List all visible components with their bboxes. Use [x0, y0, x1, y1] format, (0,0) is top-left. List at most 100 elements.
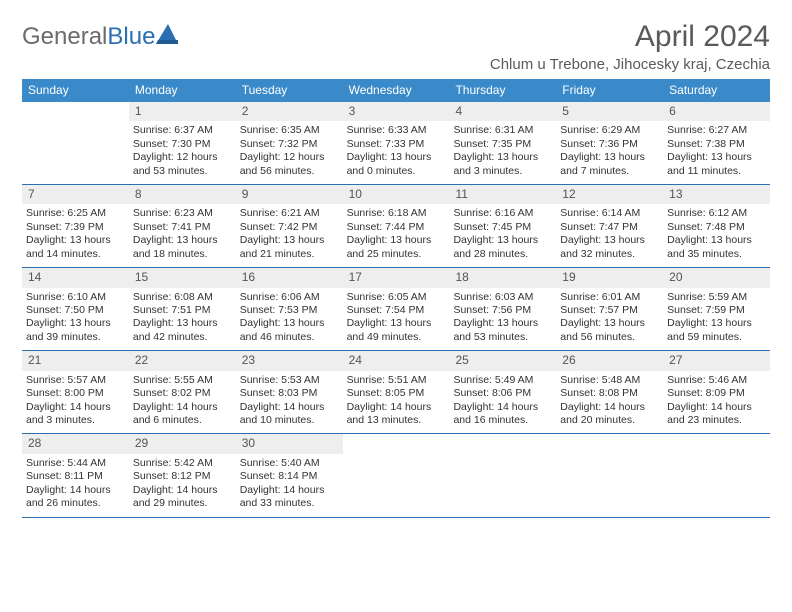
day-number-empty [449, 434, 556, 453]
week-row: 14 Sunrise: 6:10 AMSunset: 7:50 PM Dayligh… [22, 268, 770, 351]
day-number: 20 [663, 268, 770, 287]
daylight-line: Daylight: 13 hours and 14 minutes. [26, 234, 125, 261]
sunrise-line: Sunrise: 5:57 AM [26, 374, 125, 387]
sunset-line: Sunset: 8:00 PM [26, 387, 125, 400]
sunset-line: Sunset: 8:02 PM [133, 387, 232, 400]
day-number: 28 [22, 434, 129, 453]
sunset-line: Sunset: 8:12 PM [133, 470, 232, 483]
week-row: 1Sunrise: 6:37 AMSunset: 7:30 PMDaylight… [22, 102, 770, 185]
logo-text-2: Blue [107, 23, 155, 51]
sunset-line: Sunset: 8:03 PM [240, 387, 339, 400]
day-number: 25 [449, 351, 556, 370]
sunrise-line: Sunrise: 5:42 AM [133, 457, 232, 470]
day-number: 11 [449, 185, 556, 204]
daylight-line: Daylight: 13 hours and 32 minutes. [560, 234, 659, 261]
day-number: 19 [556, 268, 663, 287]
day-number: 9 [236, 185, 343, 204]
dow-label: Tuesday [236, 79, 343, 102]
sunset-line: Sunset: 7:38 PM [667, 138, 766, 151]
sunset-line: Sunset: 8:06 PM [453, 387, 552, 400]
dow-label: Monday [129, 79, 236, 102]
day-cell: 22Sunrise: 5:55 AMSunset: 8:02 PMDayligh… [129, 351, 236, 433]
daylight-line: Daylight: 14 hours and 13 minutes. [347, 401, 446, 428]
sunrise-line: Sunrise: 6:06 AM [240, 291, 339, 304]
sunrise-line: Sunrise: 5:49 AM [453, 374, 552, 387]
sunset-line: Sunset: 7:56 PM [453, 304, 552, 317]
day-cell: 9Sunrise: 6:21 AMSunset: 7:42 PMDaylight… [236, 185, 343, 267]
sunrise-line: Sunrise: 6:18 AM [347, 207, 446, 220]
page: GeneralBlue April 2024 Chlum u Trebone, … [0, 0, 792, 526]
day-cell: 4Sunrise: 6:31 AMSunset: 7:35 PMDaylight… [449, 102, 556, 184]
daylight-line: Daylight: 14 hours and 3 minutes. [26, 401, 125, 428]
calendar: SundayMondayTuesdayWednesdayThursdayFrid… [22, 79, 770, 518]
logo-sail-icon [156, 22, 182, 44]
sunset-line: Sunset: 8:11 PM [26, 470, 125, 483]
day-cell [556, 434, 663, 516]
daylight-line: Daylight: 12 hours and 53 minutes. [133, 151, 232, 178]
week-row: 28Sunrise: 5:44 AMSunset: 8:11 PMDayligh… [22, 434, 770, 517]
sunset-line: Sunset: 7:47 PM [560, 221, 659, 234]
day-cell: 30Sunrise: 5:40 AMSunset: 8:14 PMDayligh… [236, 434, 343, 516]
sunset-line: Sunset: 7:44 PM [347, 221, 446, 234]
sunrise-line: Sunrise: 6:01 AM [560, 291, 659, 304]
sunset-line: Sunset: 7:48 PM [667, 221, 766, 234]
dow-label: Thursday [449, 79, 556, 102]
day-cell: 20Sunrise: 5:59 AMSunset: 7:59 PMDayligh… [663, 268, 770, 350]
sunrise-line: Sunrise: 6:14 AM [560, 207, 659, 220]
day-number: 7 [22, 185, 129, 204]
logo-text-1: General [22, 23, 107, 51]
day-number: 6 [663, 102, 770, 121]
sunset-line: Sunset: 7:41 PM [133, 221, 232, 234]
sunset-line: Sunset: 7:53 PM [240, 304, 339, 317]
day-number: 1 [129, 102, 236, 121]
sunrise-line: Sunrise: 6:23 AM [133, 207, 232, 220]
sunset-line: Sunset: 7:30 PM [133, 138, 232, 151]
day-cell: 3Sunrise: 6:33 AMSunset: 7:33 PMDaylight… [343, 102, 450, 184]
sunset-line: Sunset: 7:54 PM [347, 304, 446, 317]
sunrise-line: Sunrise: 5:59 AM [667, 291, 766, 304]
daylight-line: Daylight: 13 hours and 53 minutes. [453, 317, 552, 344]
daylight-line: Daylight: 13 hours and 21 minutes. [240, 234, 339, 261]
sunrise-line: Sunrise: 5:46 AM [667, 374, 766, 387]
sunrise-line: Sunrise: 5:53 AM [240, 374, 339, 387]
sunrise-line: Sunrise: 6:16 AM [453, 207, 552, 220]
day-cell: 16Sunrise: 6:06 AMSunset: 7:53 PMDayligh… [236, 268, 343, 350]
day-number: 26 [556, 351, 663, 370]
daylight-line: Daylight: 14 hours and 23 minutes. [667, 401, 766, 428]
day-cell [663, 434, 770, 516]
daylight-line: Daylight: 13 hours and 56 minutes. [560, 317, 659, 344]
day-number: 12 [556, 185, 663, 204]
day-cell: 1Sunrise: 6:37 AMSunset: 7:30 PMDaylight… [129, 102, 236, 184]
logo: GeneralBlue [22, 22, 182, 51]
day-cell: 8Sunrise: 6:23 AMSunset: 7:41 PMDaylight… [129, 185, 236, 267]
sunset-line: Sunset: 7:33 PM [347, 138, 446, 151]
daylight-line: Daylight: 13 hours and 3 minutes. [453, 151, 552, 178]
daylight-line: Daylight: 13 hours and 46 minutes. [240, 317, 339, 344]
sunrise-line: Sunrise: 6:08 AM [133, 291, 232, 304]
sunrise-line: Sunrise: 6:10 AM [26, 291, 125, 304]
sunset-line: Sunset: 7:59 PM [667, 304, 766, 317]
sunrise-line: Sunrise: 5:40 AM [240, 457, 339, 470]
day-cell: 2Sunrise: 6:35 AMSunset: 7:32 PMDaylight… [236, 102, 343, 184]
day-cell: 25Sunrise: 5:49 AMSunset: 8:06 PMDayligh… [449, 351, 556, 433]
daylight-line: Daylight: 14 hours and 10 minutes. [240, 401, 339, 428]
day-number: 4 [449, 102, 556, 121]
sunset-line: Sunset: 7:50 PM [26, 304, 125, 317]
sunrise-line: Sunrise: 6:27 AM [667, 124, 766, 137]
day-number: 21 [22, 351, 129, 370]
day-cell: 6Sunrise: 6:27 AMSunset: 7:38 PMDaylight… [663, 102, 770, 184]
day-cell: 21 Sunrise: 5:57 AMSunset: 8:00 PMDayligh… [22, 351, 129, 433]
dow-label: Saturday [663, 79, 770, 102]
day-number-empty [22, 102, 129, 121]
sunset-line: Sunset: 7:51 PM [133, 304, 232, 317]
sunset-line: Sunset: 7:57 PM [560, 304, 659, 317]
day-of-week-header: SundayMondayTuesdayWednesdayThursdayFrid… [22, 79, 770, 102]
sunrise-line: Sunrise: 5:51 AM [347, 374, 446, 387]
day-cell: 29Sunrise: 5:42 AMSunset: 8:12 PMDayligh… [129, 434, 236, 516]
day-cell: 18Sunrise: 6:03 AMSunset: 7:56 PMDayligh… [449, 268, 556, 350]
day-number: 24 [343, 351, 450, 370]
sunset-line: Sunset: 8:08 PM [560, 387, 659, 400]
day-number: 5 [556, 102, 663, 121]
daylight-line: Daylight: 12 hours and 56 minutes. [240, 151, 339, 178]
day-number: 14 [22, 268, 129, 287]
